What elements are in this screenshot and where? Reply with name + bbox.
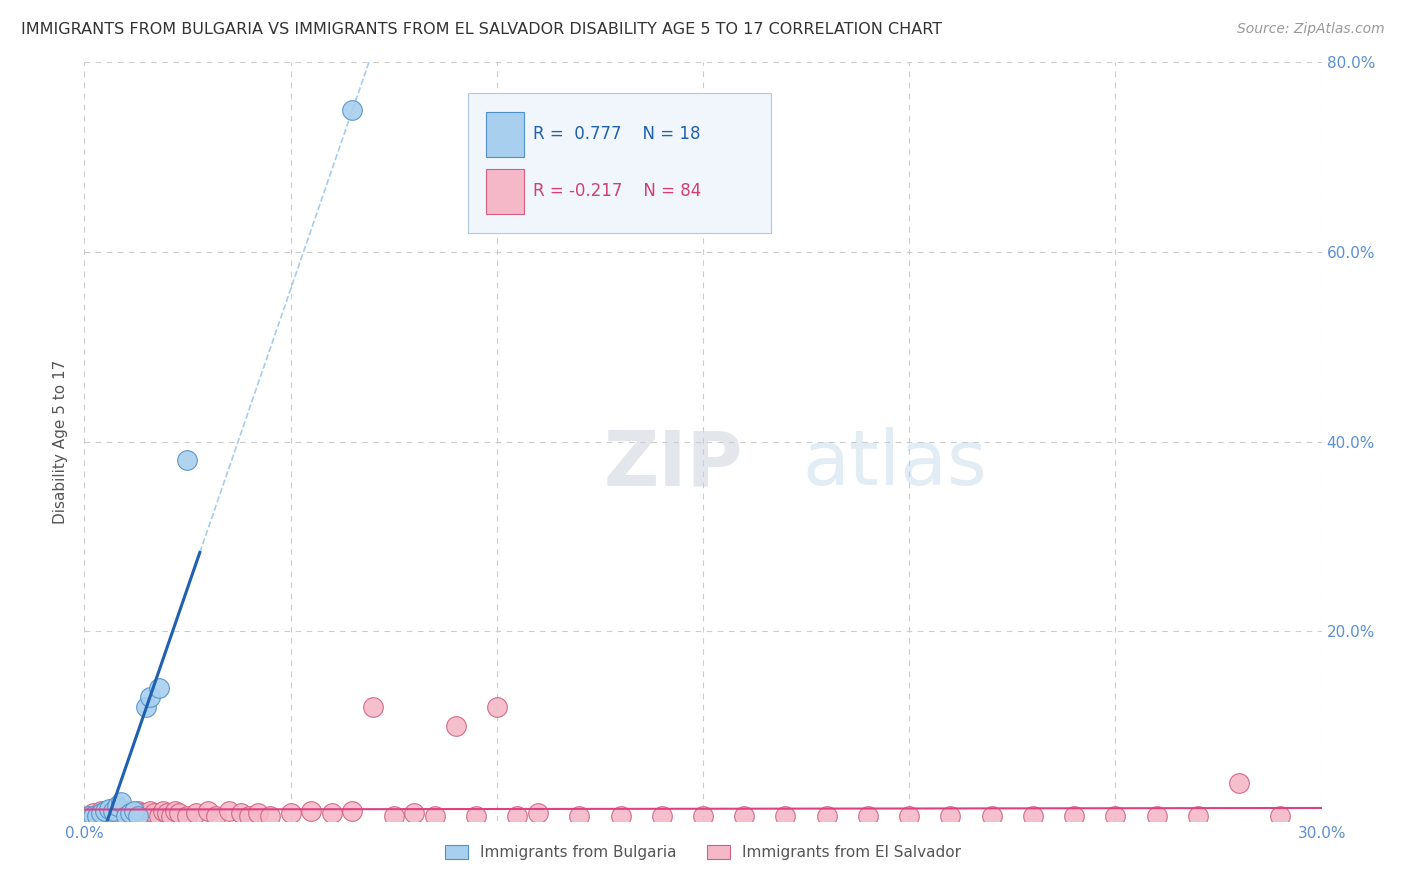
Point — [86, 809, 108, 823]
Point — [94, 806, 117, 821]
Point — [176, 453, 198, 467]
Point — [118, 806, 141, 821]
Point — [342, 103, 364, 117]
Point — [103, 804, 125, 818]
Point — [361, 699, 384, 714]
Bar — [486, 112, 523, 157]
Point — [94, 804, 117, 818]
Point — [156, 806, 179, 821]
Text: atlas: atlas — [801, 427, 987, 501]
Point — [404, 806, 426, 821]
Point — [1146, 809, 1168, 823]
Point — [98, 802, 121, 816]
Point — [184, 806, 207, 821]
Point — [465, 809, 488, 823]
Point — [259, 809, 281, 823]
Point — [118, 806, 141, 821]
Point — [321, 806, 343, 821]
Point — [114, 809, 136, 823]
Point — [135, 809, 157, 823]
Point — [568, 809, 591, 823]
Point — [382, 809, 405, 823]
Point — [90, 804, 112, 818]
Point — [127, 804, 149, 818]
Point — [1270, 809, 1292, 823]
Point — [94, 809, 117, 823]
Text: R =  0.777    N = 18: R = 0.777 N = 18 — [533, 126, 702, 144]
Point — [246, 806, 269, 821]
Point — [152, 804, 174, 818]
Point — [122, 809, 145, 823]
Y-axis label: Disability Age 5 to 17: Disability Age 5 to 17 — [53, 359, 69, 524]
Point — [197, 804, 219, 818]
Point — [205, 809, 228, 823]
Text: R = -0.217    N = 84: R = -0.217 N = 84 — [533, 182, 702, 201]
Point — [167, 806, 190, 821]
Point — [1063, 809, 1085, 823]
Point — [131, 806, 153, 821]
Point — [165, 804, 187, 818]
Point — [105, 799, 128, 814]
Point — [423, 809, 446, 823]
Point — [1187, 809, 1209, 823]
Point — [139, 690, 162, 705]
Point — [176, 809, 198, 823]
Point — [1104, 809, 1126, 823]
Point — [815, 809, 838, 823]
Point — [135, 699, 157, 714]
Text: Source: ZipAtlas.com: Source: ZipAtlas.com — [1237, 22, 1385, 37]
Point — [609, 809, 631, 823]
Point — [218, 804, 240, 818]
Point — [114, 804, 136, 818]
Point — [280, 806, 302, 821]
Point — [733, 809, 755, 823]
Point — [856, 809, 879, 823]
Point — [229, 806, 252, 821]
Text: IMMIGRANTS FROM BULGARIA VS IMMIGRANTS FROM EL SALVADOR DISABILITY AGE 5 TO 17 C: IMMIGRANTS FROM BULGARIA VS IMMIGRANTS F… — [21, 22, 942, 37]
FancyBboxPatch shape — [468, 93, 770, 233]
Point — [110, 809, 132, 823]
Point — [77, 809, 100, 823]
Point — [77, 809, 100, 823]
Point — [148, 681, 170, 695]
Point — [86, 809, 108, 823]
Point — [527, 806, 550, 821]
Point — [299, 804, 322, 818]
Point — [82, 809, 104, 823]
Point — [506, 809, 529, 823]
Point — [103, 809, 125, 823]
Point — [110, 795, 132, 809]
Point — [160, 809, 183, 823]
Point — [148, 809, 170, 823]
Point — [238, 809, 260, 823]
Point — [98, 804, 121, 818]
Point — [143, 806, 166, 821]
Point — [898, 809, 921, 823]
Bar — [486, 169, 523, 214]
Point — [939, 809, 962, 823]
Point — [485, 699, 508, 714]
Point — [342, 804, 364, 818]
Point — [105, 806, 128, 821]
Point — [122, 804, 145, 818]
Legend: Immigrants from Bulgaria, Immigrants from El Salvador: Immigrants from Bulgaria, Immigrants fro… — [439, 838, 967, 866]
Point — [775, 809, 797, 823]
Point — [82, 806, 104, 821]
Text: ZIP: ZIP — [605, 427, 744, 501]
Point — [444, 719, 467, 733]
Point — [139, 804, 162, 818]
Point — [1227, 776, 1250, 790]
Point — [90, 806, 112, 821]
Point — [692, 809, 714, 823]
Point — [651, 809, 673, 823]
Point — [1022, 809, 1045, 823]
Point — [127, 809, 149, 823]
Point — [980, 809, 1002, 823]
